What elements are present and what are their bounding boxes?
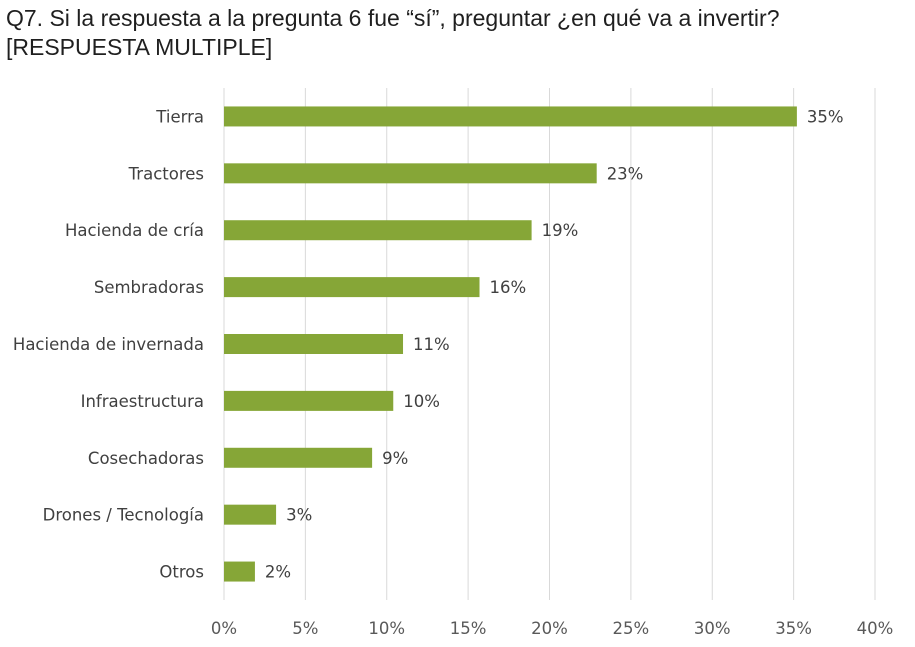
category-label: Hacienda de cría	[65, 221, 204, 240]
x-tick-label: 0%	[211, 619, 237, 638]
x-tick-label: 35%	[775, 619, 812, 638]
bar	[224, 561, 255, 582]
category-label: Tractores	[128, 164, 204, 183]
x-tick-label: 5%	[292, 619, 318, 638]
x-tick-label: 15%	[450, 619, 487, 638]
category-label: Drones / Tecnología	[43, 506, 204, 525]
bar	[224, 504, 277, 525]
category-label: Tierra	[155, 107, 204, 126]
bar	[224, 106, 797, 127]
chart-title: Q7. Si la respuesta a la pregunta 6 fue …	[6, 4, 906, 62]
x-tick-label: 40%	[857, 619, 894, 638]
x-tick-label: 20%	[531, 619, 568, 638]
data-labels: 35% 23% 19% 16% 11% 10% 9% 3% 2%	[265, 107, 844, 581]
data-label: 10%	[403, 392, 440, 411]
bar	[224, 277, 480, 298]
bars	[224, 106, 797, 582]
x-tick-label: 30%	[694, 619, 731, 638]
bar	[224, 334, 404, 354]
bar	[224, 390, 394, 411]
category-label: Otros	[159, 563, 204, 582]
data-label: 35%	[807, 107, 844, 126]
category-label: Hacienda de invernada	[13, 335, 204, 354]
data-label: 19%	[542, 221, 579, 240]
x-axis-tick-labels: 0% 5% 10% 15% 20% 25% 30% 35% 40%	[211, 619, 893, 638]
data-label: 2%	[265, 563, 291, 582]
data-label: 3%	[286, 506, 312, 525]
data-label: 9%	[382, 449, 408, 468]
category-label: Sembradoras	[94, 278, 204, 297]
chart-title-line-2: [RESPUESTA MULTIPLE]	[6, 34, 273, 60]
bar	[224, 163, 597, 184]
data-label: 23%	[607, 164, 644, 183]
bar	[224, 447, 373, 468]
bar	[224, 220, 532, 241]
chart-title-line-1: Q7. Si la respuesta a la pregunta 6 fue …	[6, 5, 780, 31]
data-label: 11%	[413, 335, 450, 354]
category-label: Cosechadoras	[88, 449, 204, 468]
x-tick-label: 10%	[368, 619, 405, 638]
data-label: 16%	[490, 278, 527, 297]
category-labels: Tierra Tractores Hacienda de cría Sembrador…	[13, 107, 204, 581]
category-label: Infraestructura	[81, 392, 204, 411]
x-tick-label: 25%	[613, 619, 650, 638]
